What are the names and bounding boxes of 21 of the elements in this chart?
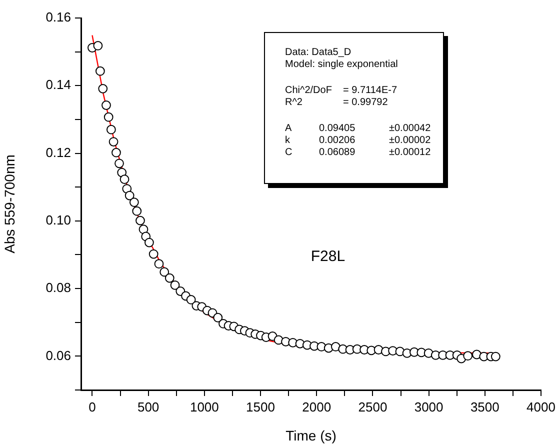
x-tick-label: 2000 bbox=[302, 399, 332, 414]
y-tick-label: 0.08 bbox=[46, 280, 71, 296]
annotation: F28L bbox=[310, 248, 346, 266]
x-tick-label: 3000 bbox=[414, 399, 444, 414]
x-tick-label: 3500 bbox=[470, 399, 500, 414]
annotation: Model: single exponential bbox=[285, 59, 398, 71]
x-tick-label: 1500 bbox=[246, 399, 275, 414]
y-tick-label: 0.06 bbox=[46, 348, 71, 363]
x-tick-label: 1000 bbox=[190, 399, 219, 414]
x-tick-label: 500 bbox=[137, 399, 160, 414]
annotation: Chi^2/DoF = 9.7114E-7 bbox=[285, 85, 398, 97]
x-axis-title: Time (s) bbox=[286, 427, 336, 444]
y-tick-label: 0.16 bbox=[46, 10, 71, 25]
y-tick-label: 0.12 bbox=[46, 144, 71, 160]
x-tick-label: 0 bbox=[88, 399, 96, 414]
annotation: Data: Data5_D bbox=[285, 47, 352, 59]
x-tick-label: 4000 bbox=[526, 399, 556, 414]
y-axis-title: Abs 559-700nm bbox=[1, 154, 18, 254]
y-tick-label: 0.14 bbox=[46, 77, 71, 92]
text: 0.10 bbox=[46, 212, 71, 228]
x-tick-label: 2500 bbox=[358, 399, 388, 414]
